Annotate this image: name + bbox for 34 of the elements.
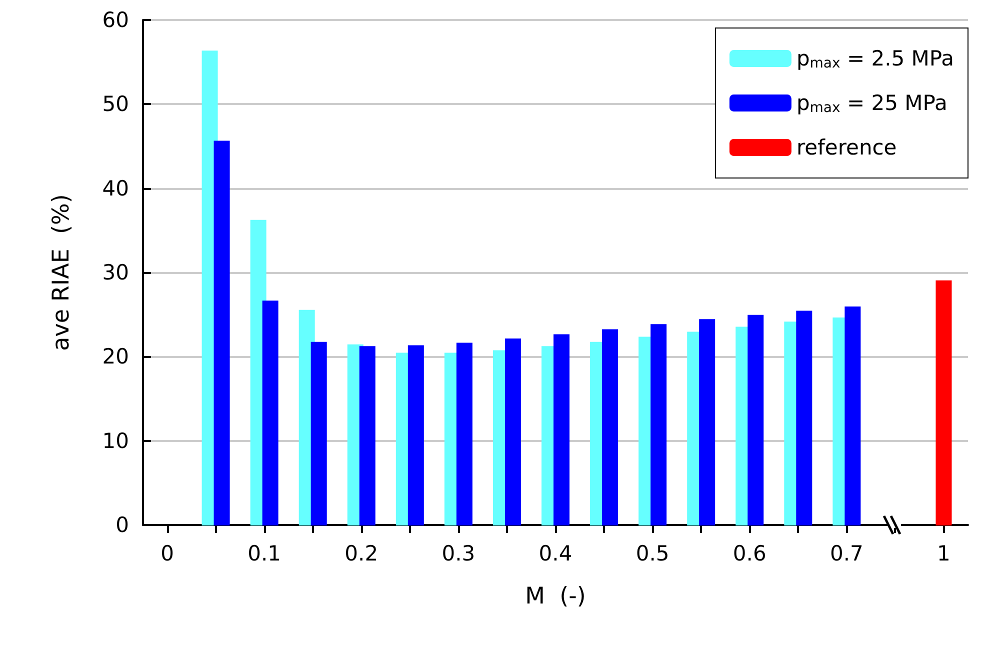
x-tick-label: 0.5 — [636, 542, 670, 566]
x-tick-label: 0.4 — [538, 542, 572, 566]
bar — [936, 280, 952, 526]
bar — [748, 314, 764, 526]
y-tick-label: 20 — [102, 344, 129, 369]
x-tick-label: 0.1 — [248, 542, 282, 566]
bar — [456, 342, 472, 526]
bar — [214, 140, 230, 526]
y-tick-label: 0 — [116, 513, 129, 537]
bar — [602, 329, 618, 526]
y-tick-label: 60 — [102, 8, 129, 32]
bar — [650, 324, 667, 526]
bar — [844, 306, 861, 526]
bar — [359, 346, 376, 526]
bar — [554, 334, 570, 526]
y-tick-label: 30 — [102, 260, 129, 284]
y-axis-title: ave RIAE (%) — [48, 194, 74, 351]
bar — [408, 345, 424, 526]
x-tick-label: 1 — [937, 542, 950, 566]
bar — [262, 300, 278, 526]
x-tick-label: 0.7 — [830, 542, 864, 566]
x-tick-label: 0.6 — [732, 542, 766, 566]
y-tick-label: 50 — [102, 92, 129, 116]
bar — [504, 338, 521, 526]
x-axis-title: M (-) — [525, 584, 586, 610]
bar — [310, 342, 327, 526]
y-tick-label: 40 — [102, 176, 129, 200]
bar — [796, 310, 812, 526]
x-tick-label: 0.2 — [344, 542, 378, 566]
legend-label: reference — [796, 136, 897, 160]
x-tick-label: 0.3 — [442, 542, 476, 566]
bar — [699, 319, 716, 526]
x-tick-label: 0 — [160, 542, 174, 566]
y-tick-label: 10 — [102, 428, 129, 453]
